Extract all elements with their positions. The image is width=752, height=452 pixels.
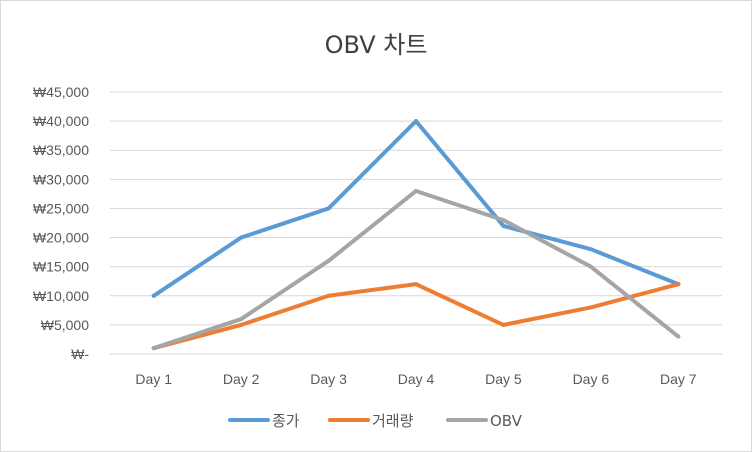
y-tick-label: ₩40,000 [33, 113, 89, 129]
data-point [588, 247, 593, 252]
x-tick-label: Day 1 [135, 371, 172, 387]
series-lines [151, 119, 681, 351]
series-line-2 [151, 282, 681, 351]
data-point [239, 317, 244, 322]
data-point [501, 322, 506, 327]
data-point [151, 346, 156, 351]
data-point [151, 293, 156, 298]
data-point [239, 235, 244, 240]
x-tick-label: Day 4 [398, 371, 435, 387]
y-tick-label: ₩25,000 [33, 200, 89, 216]
chart-title: OBV 차트 [325, 31, 428, 59]
data-point [588, 264, 593, 269]
x-axis-tick-labels: Day 1 Day 2 Day 3 Day 4 Day 5 Day 6 Day 7 [135, 371, 696, 387]
y-tick-label: ₩5,000 [41, 317, 89, 333]
x-tick-label: Day 5 [485, 371, 522, 387]
y-tick-label: ₩20,000 [33, 230, 89, 246]
data-point [414, 119, 418, 124]
y-tick-label: ₩45,000 [33, 84, 89, 100]
legend: 종가 거래량 OBV [228, 412, 523, 430]
y-tick-label: ₩30,000 [33, 171, 89, 187]
data-point [239, 322, 244, 327]
legend-label: 종가 [272, 412, 300, 430]
data-point [414, 188, 418, 193]
x-tick-label: Day 6 [573, 371, 610, 387]
gridlines [110, 91, 722, 355]
data-point [676, 334, 681, 339]
data-point [588, 305, 593, 310]
x-tick-label: Day 3 [310, 371, 347, 387]
y-tick-label: ₩35,000 [33, 142, 89, 158]
data-point [501, 218, 506, 223]
y-tick-label: ₩15,000 [33, 259, 89, 275]
data-point [414, 282, 418, 287]
y-tick-label: ₩- [71, 346, 89, 362]
data-point [326, 293, 331, 298]
legend-label: 거래량 [372, 412, 414, 430]
x-tick-label: Day 2 [223, 371, 260, 387]
data-point [676, 282, 681, 287]
legend-label: OBV [490, 412, 523, 430]
data-point [501, 223, 506, 228]
x-tick-label: Day 7 [660, 371, 697, 387]
y-tick-label: ₩10,000 [33, 288, 89, 304]
data-point [326, 206, 331, 211]
y-axis-tick-labels: ₩- ₩5,000 ₩10,000 ₩15,000 ₩20,000 ₩25,000 ₩30,… [33, 84, 89, 362]
data-point [326, 258, 331, 263]
